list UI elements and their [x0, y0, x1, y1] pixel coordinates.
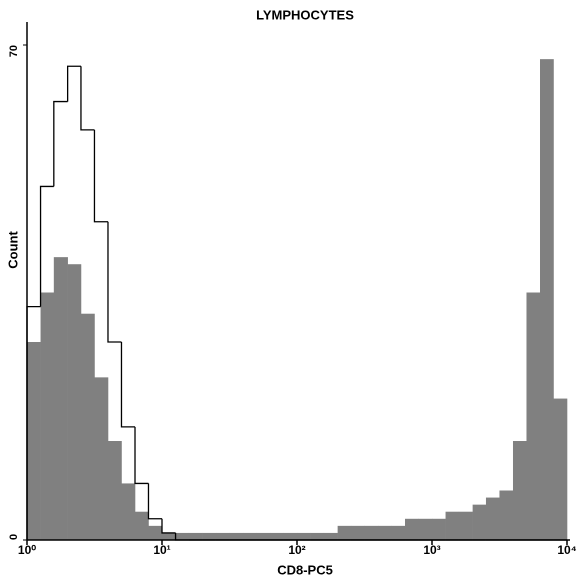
histogram-bar	[27, 342, 41, 540]
histogram-outline	[53, 100, 68, 187]
histogram-bar	[310, 532, 325, 540]
x-tick-label: 10¹	[153, 543, 170, 557]
histogram-bar	[53, 257, 68, 540]
histogram-outline	[80, 66, 95, 131]
histogram-bar	[458, 511, 473, 540]
histogram-bar	[121, 483, 136, 540]
histogram-bar	[350, 525, 365, 540]
histogram-bar	[405, 518, 419, 540]
histogram-bar	[445, 511, 460, 540]
chart-title: LYMPHOCYTES	[256, 7, 354, 22]
histogram-bar	[432, 518, 446, 540]
histogram-bar	[175, 532, 190, 540]
histogram-bar	[323, 532, 338, 540]
histogram-bar	[229, 532, 244, 540]
histogram-bar	[499, 490, 514, 540]
histogram-bar	[80, 313, 95, 540]
histogram-bar	[135, 511, 149, 540]
histogram-bar	[270, 532, 284, 540]
histogram-outline	[134, 426, 149, 485]
histogram-bar	[553, 398, 568, 540]
histogram-bar	[40, 292, 55, 540]
histogram-bar	[297, 532, 311, 540]
histogram-outline	[39, 185, 54, 307]
histogram-bar	[418, 518, 433, 540]
x-tick-label: 10³	[423, 543, 440, 557]
histogram-bar	[256, 532, 271, 540]
histogram-bar	[94, 377, 109, 540]
y-tick-label: 70	[8, 45, 20, 57]
x-tick-label: 10⁴	[557, 543, 576, 557]
y-tick-label: 0	[8, 534, 20, 540]
x-tick-label: 10⁰	[18, 543, 36, 557]
histogram-bar	[377, 525, 392, 540]
histogram-outline	[66, 65, 81, 102]
histogram-bar	[242, 532, 257, 540]
histogram-bar	[188, 532, 203, 540]
histogram-outline	[147, 483, 162, 520]
histogram-bar	[512, 441, 527, 540]
histogram-bar	[148, 525, 163, 540]
histogram-outline	[120, 342, 136, 428]
histogram-bar	[364, 525, 379, 540]
histogram-bar	[107, 441, 122, 540]
histogram-bar	[472, 504, 487, 540]
histogram-bar	[485, 497, 500, 540]
histogram-bar	[162, 532, 176, 540]
histogram-bar	[526, 292, 541, 540]
histogram-outline	[161, 518, 176, 534]
histogram-bar	[202, 532, 217, 540]
x-tick-label: 10²	[288, 543, 305, 557]
histogram-bar	[215, 532, 230, 540]
x-axis-label: CD8-PC5	[277, 562, 333, 577]
histogram-bar	[283, 532, 298, 540]
histogram-outline	[93, 129, 108, 223]
histogram-bar	[391, 525, 406, 540]
histogram-bar	[67, 264, 82, 540]
histogram-bar	[337, 525, 352, 540]
histogram-outline	[107, 221, 122, 343]
histogram-bar	[540, 59, 554, 541]
y-axis-label: Count	[5, 231, 20, 269]
